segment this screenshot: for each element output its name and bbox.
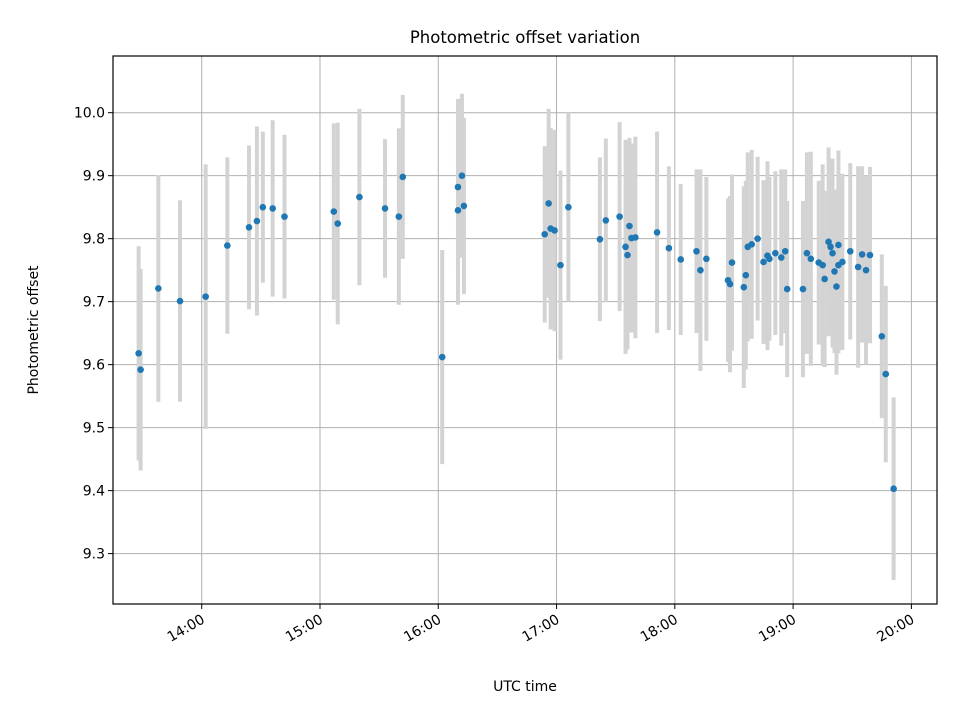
data-point — [399, 173, 407, 181]
y-axis-label: Photometric offset — [26, 265, 42, 395]
data-point — [799, 285, 807, 293]
data-point — [551, 227, 558, 234]
y-axis: 9.3 9.4 9.5 9.6 9.7 9.8 9.9 10.0 — [74, 106, 113, 563]
data-point — [760, 258, 767, 266]
data-point — [835, 241, 842, 249]
data-point — [781, 247, 789, 255]
data-point — [395, 213, 403, 220]
data-point — [878, 332, 886, 340]
data-point — [259, 203, 267, 211]
data-point — [381, 205, 389, 212]
data-point — [831, 268, 838, 275]
x-tick-label: 18:00 — [638, 612, 681, 646]
data-point — [135, 350, 142, 357]
data-point — [748, 241, 755, 248]
data-point — [807, 255, 815, 263]
data-point — [728, 259, 736, 266]
data-point — [777, 254, 785, 261]
y-tick-label: 9.6 — [83, 358, 105, 374]
data-point — [253, 217, 261, 225]
data-point — [202, 293, 209, 300]
data-point — [438, 353, 446, 361]
x-tick-label: 15:00 — [283, 612, 326, 646]
data-point — [827, 243, 834, 251]
y-tick-label: 9.4 — [83, 484, 105, 500]
x-tick-label: 20:00 — [874, 612, 917, 646]
data-point — [653, 229, 661, 236]
data-point — [545, 200, 552, 207]
data-point — [882, 370, 890, 378]
data-point — [766, 255, 773, 263]
x-tick-label: 17:00 — [520, 612, 563, 646]
data-point — [596, 235, 604, 243]
x-tick-label: 16:00 — [401, 612, 444, 646]
data-point — [454, 207, 462, 214]
data-point — [458, 172, 466, 179]
x-axis: 14:00 15:00 16:00 17:00 18:00 19:00 20:00 — [165, 604, 917, 646]
data-point — [245, 224, 253, 231]
data-point — [330, 208, 338, 215]
data-point — [624, 251, 631, 259]
data-point — [176, 297, 184, 305]
grid — [113, 56, 937, 604]
data-point — [754, 235, 761, 242]
x-axis-label: UTC time — [493, 679, 557, 695]
data-point — [616, 213, 623, 220]
data-point — [665, 244, 673, 252]
data-point — [839, 258, 846, 266]
y-tick-label: 9.8 — [83, 232, 105, 248]
data-point — [626, 222, 633, 230]
data-point — [137, 366, 144, 373]
data-point — [557, 261, 564, 269]
data-point — [783, 285, 791, 293]
x-tick-label: 19:00 — [756, 612, 799, 646]
x-tick-label: 14:00 — [165, 612, 208, 646]
data-point — [541, 230, 549, 238]
data-point — [224, 242, 231, 249]
data-point — [854, 263, 862, 271]
data-point — [622, 243, 629, 251]
data-point — [803, 249, 811, 257]
data-point — [677, 256, 685, 263]
y-tick-label: 9.3 — [83, 547, 105, 563]
chart-title: Photometric offset variation — [410, 28, 640, 47]
data-point — [833, 283, 840, 290]
data-point — [693, 247, 700, 255]
data-point — [356, 193, 363, 201]
data-point — [821, 275, 828, 283]
data-point — [703, 255, 710, 263]
data-point — [829, 249, 836, 257]
data-point — [772, 249, 779, 257]
data-point — [155, 285, 162, 292]
y-tick-label: 9.5 — [83, 421, 105, 437]
error-bars — [136, 93, 896, 581]
plot-frame — [112, 55, 938, 605]
y-tick-label: 9.7 — [83, 295, 105, 311]
data-point — [858, 251, 866, 258]
data-point — [866, 251, 874, 259]
data-point — [697, 266, 704, 274]
y-tick-label: 10.0 — [74, 106, 105, 122]
data-point — [726, 280, 734, 288]
data-point — [454, 183, 462, 191]
data-point — [269, 205, 276, 212]
data-point — [281, 213, 288, 220]
data-point — [602, 217, 610, 224]
data-point — [334, 220, 342, 227]
y-tick-label: 9.9 — [83, 169, 105, 185]
data-point — [819, 261, 826, 269]
data-point — [742, 271, 750, 279]
data-point — [890, 485, 897, 493]
data-point — [565, 203, 572, 211]
data-points — [135, 172, 897, 493]
data-point — [862, 266, 870, 274]
data-point — [460, 202, 468, 210]
data-point — [825, 238, 832, 246]
data-point — [632, 234, 639, 241]
data-point — [846, 247, 854, 255]
data-point — [740, 283, 748, 291]
